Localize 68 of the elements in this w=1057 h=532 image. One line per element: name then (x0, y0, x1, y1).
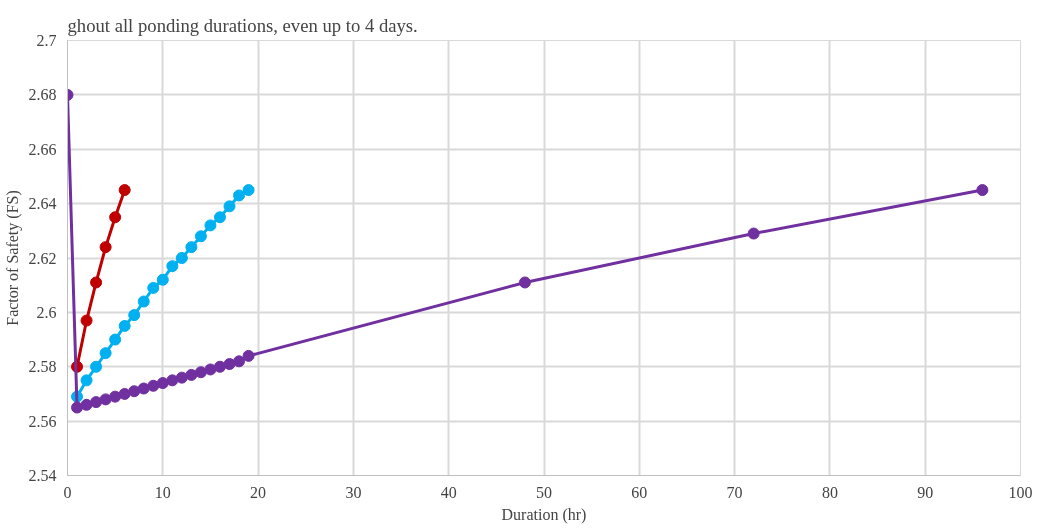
point (147, 281, 160, 294)
y-tick-label: 2.68 (28, 86, 57, 104)
point (185, 368, 198, 381)
point (80, 374, 93, 387)
point (109, 390, 122, 403)
x-tick-label: 70 (726, 483, 743, 501)
x-tick-label: 60 (631, 483, 648, 501)
point (99, 241, 112, 254)
point (118, 387, 131, 400)
point (223, 358, 236, 371)
point (233, 189, 246, 202)
point (90, 396, 103, 409)
point (99, 393, 112, 406)
x-tick-label: 10 (154, 483, 171, 501)
y-tick-label: 2.7 (36, 32, 57, 49)
point (128, 385, 141, 398)
point (109, 211, 122, 224)
y-tick-label: 2.64 (28, 195, 57, 213)
y-tick-label: 2.66 (28, 140, 57, 158)
point (80, 314, 93, 327)
point (175, 252, 188, 264)
point (118, 184, 131, 197)
text: ghout all ponding durations, even up to 4 days. (67, 14, 418, 36)
point (71, 401, 84, 414)
point (976, 184, 989, 197)
point (128, 309, 141, 322)
point (223, 200, 236, 213)
point (90, 360, 103, 373)
x-tick-label: 80 (821, 483, 838, 501)
point (166, 260, 179, 273)
point (242, 349, 255, 362)
x-tick-label: 50 (536, 483, 552, 501)
x-tick-label: 0 (63, 483, 72, 501)
point (204, 363, 217, 376)
y-tick-label: 2.54 (28, 467, 57, 484)
point (213, 211, 226, 224)
point (137, 382, 150, 395)
point (166, 374, 179, 387)
x-tick-label: 100 (1008, 483, 1033, 501)
x-tick-label: 40 (440, 483, 457, 501)
point (99, 347, 112, 360)
x-tick-label: 20 (250, 483, 267, 501)
y-tick-label: 2.56 (28, 412, 57, 430)
point (185, 241, 198, 254)
point (747, 227, 760, 240)
point (156, 273, 169, 286)
y-tick-label: 2.58 (28, 358, 57, 376)
point (80, 398, 93, 411)
point (204, 219, 217, 232)
x-tick-label: 30 (345, 483, 362, 501)
point (90, 276, 103, 289)
y-tick-label: 2.62 (28, 249, 57, 267)
y-tick-label: 2.6 (36, 303, 57, 321)
point (242, 184, 255, 197)
point (213, 360, 226, 373)
point (233, 355, 246, 368)
point (109, 333, 122, 346)
point (156, 377, 169, 390)
point (147, 379, 160, 392)
x-tick-label: 90 (917, 483, 934, 501)
y-axis-title: Factor of Safety (FS) (3, 190, 22, 326)
point (118, 319, 131, 332)
point (518, 276, 531, 289)
point (175, 371, 188, 384)
point (137, 295, 150, 308)
point (194, 366, 207, 379)
x-axis-title: Duration (hr) (501, 505, 587, 524)
point (194, 230, 207, 243)
